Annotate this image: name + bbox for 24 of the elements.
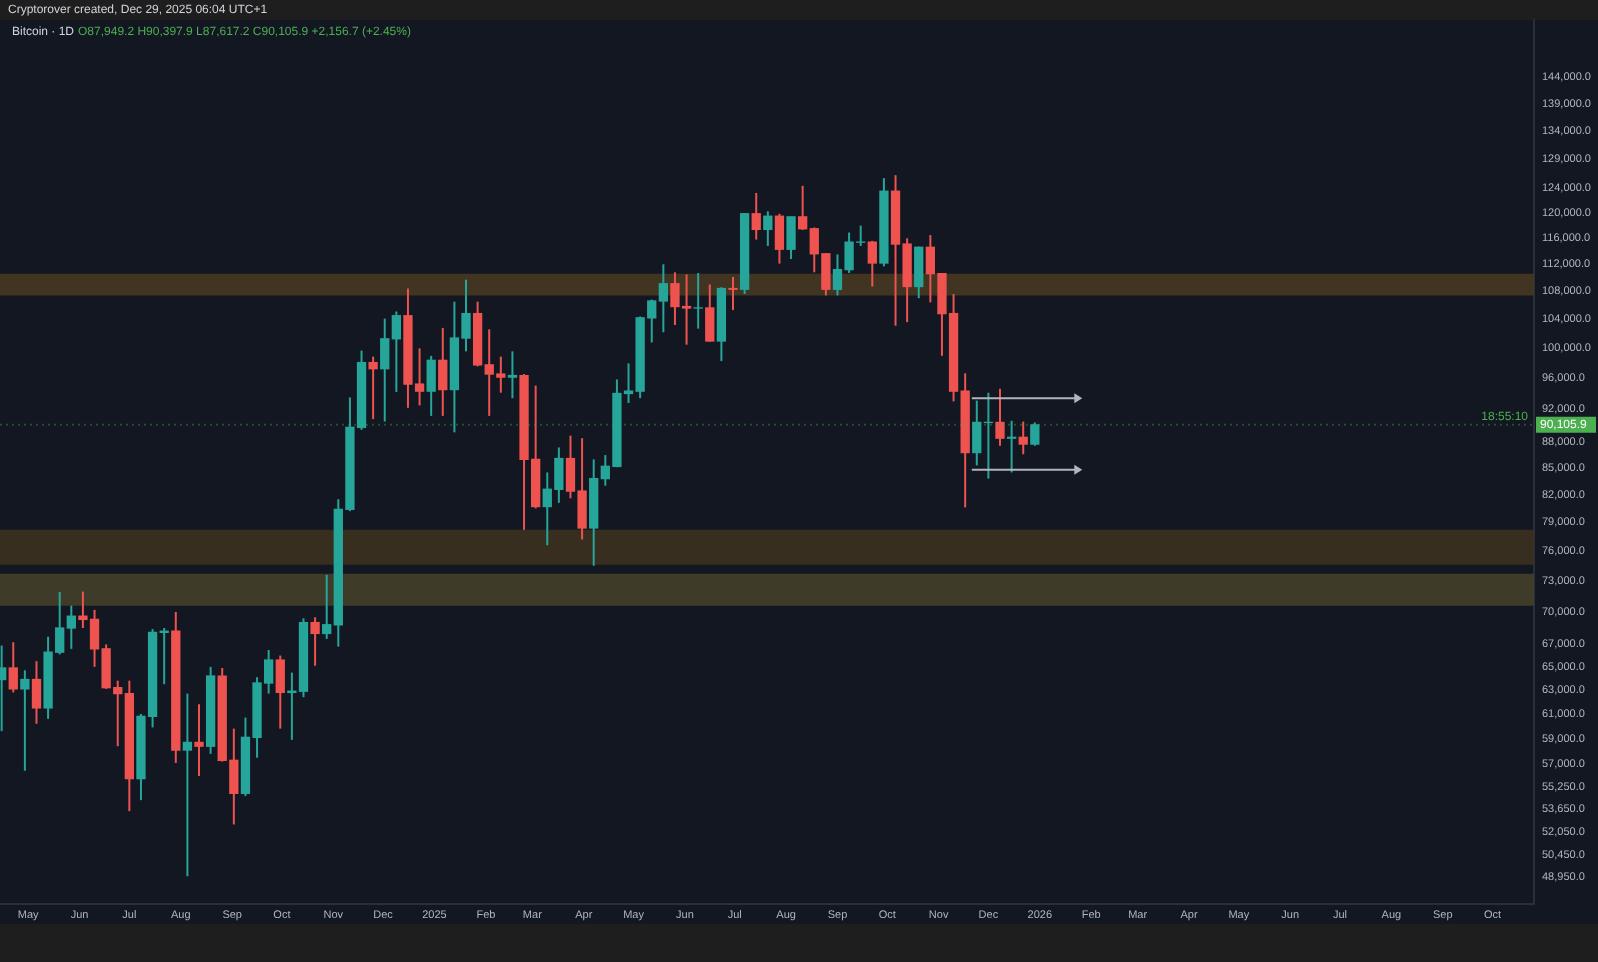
candlestick bbox=[763, 210, 773, 247]
candlestick bbox=[182, 692, 193, 878]
candlestick bbox=[751, 192, 761, 241]
candlestick bbox=[693, 271, 703, 330]
candlestick bbox=[438, 326, 448, 417]
candlestick bbox=[8, 641, 18, 694]
candlestick bbox=[20, 669, 30, 772]
candlestick bbox=[1030, 421, 1040, 447]
candlestick bbox=[507, 350, 518, 400]
candlestick bbox=[867, 239, 877, 288]
candlestick bbox=[1018, 420, 1028, 456]
candlestick bbox=[786, 215, 796, 261]
candlestick bbox=[275, 654, 285, 730]
candlestick bbox=[1006, 419, 1017, 474]
candlestick bbox=[31, 660, 42, 725]
candlestick bbox=[728, 276, 738, 312]
candlestick bbox=[705, 283, 715, 343]
candlestick bbox=[426, 354, 436, 417]
candlestick bbox=[914, 245, 924, 300]
candlestick bbox=[995, 387, 1005, 447]
candlestick bbox=[368, 355, 378, 421]
candlestick bbox=[194, 703, 204, 777]
candlestick bbox=[774, 212, 785, 265]
candlestick bbox=[310, 616, 320, 667]
